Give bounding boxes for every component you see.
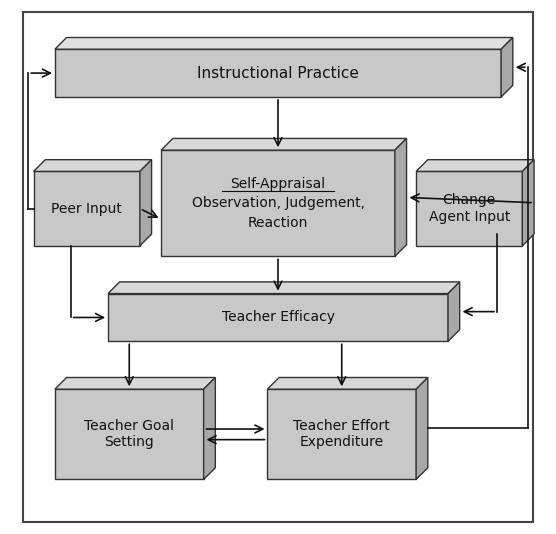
Polygon shape — [161, 138, 406, 150]
Polygon shape — [395, 138, 406, 256]
Polygon shape — [140, 160, 152, 246]
Text: Teacher Efficacy: Teacher Efficacy — [221, 310, 335, 325]
Polygon shape — [267, 378, 428, 389]
Polygon shape — [523, 160, 534, 246]
Polygon shape — [501, 37, 513, 97]
Polygon shape — [33, 171, 140, 246]
Text: Reaction: Reaction — [248, 216, 308, 230]
Polygon shape — [416, 160, 534, 171]
Polygon shape — [448, 282, 460, 341]
Polygon shape — [55, 389, 203, 480]
Polygon shape — [203, 378, 215, 480]
Text: Teacher Goal
Setting: Teacher Goal Setting — [85, 419, 174, 450]
Polygon shape — [55, 49, 501, 97]
Polygon shape — [55, 37, 513, 49]
Text: Instructional Practice: Instructional Practice — [197, 66, 359, 81]
Polygon shape — [33, 160, 152, 171]
Text: Teacher Effort
Expenditure: Teacher Effort Expenditure — [294, 419, 390, 450]
Polygon shape — [55, 378, 215, 389]
Text: Self-Appraisal: Self-Appraisal — [230, 177, 326, 191]
Polygon shape — [108, 294, 448, 341]
Polygon shape — [416, 378, 428, 480]
Polygon shape — [161, 150, 395, 256]
Text: Observation, Judgement,: Observation, Judgement, — [191, 197, 365, 210]
Polygon shape — [267, 389, 416, 480]
Text: Peer Input: Peer Input — [51, 201, 122, 216]
Polygon shape — [108, 282, 460, 294]
Polygon shape — [416, 171, 523, 246]
Text: Change
Agent Input: Change Agent Input — [429, 193, 510, 224]
